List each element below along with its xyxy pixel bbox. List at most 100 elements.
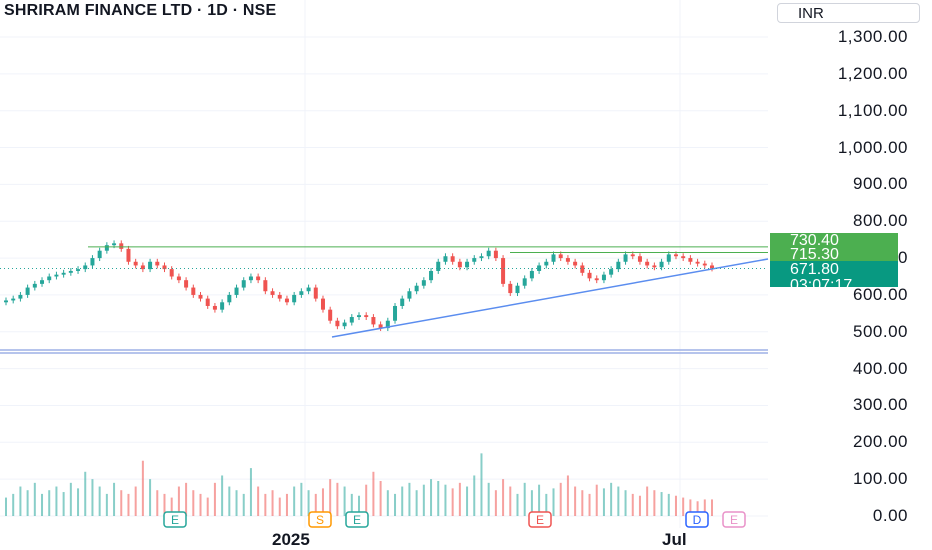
candle-body: [277, 294, 282, 299]
candle-body: [212, 305, 217, 310]
level-high-label: 730.40: [770, 233, 898, 249]
volume-bar: [307, 490, 310, 516]
candle-body: [220, 302, 225, 310]
volume-bar: [638, 495, 641, 516]
candle-body: [61, 272, 66, 275]
event-marker: E: [163, 511, 187, 528]
volume-bar: [516, 493, 519, 516]
candle-body: [508, 283, 513, 294]
volume-bar: [682, 497, 685, 516]
x-tick-jul: Jul: [662, 530, 687, 549]
volume-bar: [394, 493, 397, 516]
y-tick-label: 0.00: [872, 506, 908, 525]
y-tick-label: 200.00: [853, 432, 908, 452]
volume-bar: [610, 482, 613, 516]
candle-body: [443, 256, 448, 262]
drawing-overlays[interactable]: [0, 246, 769, 354]
support-trendline: [331, 258, 769, 338]
event-marker: D: [685, 511, 709, 528]
candle-body: [364, 315, 369, 318]
volume-bar: [134, 486, 137, 516]
candle-body: [400, 298, 405, 306]
volume-bar: [141, 460, 144, 516]
event-marker-label: D: [693, 513, 702, 527]
volume-bar: [26, 490, 29, 516]
candle-body: [652, 265, 657, 268]
candle-body: [609, 269, 614, 275]
y-tick-label: 1,300.00: [837, 27, 908, 46]
volume-bar: [617, 486, 620, 516]
current-price-value: 671.80: [790, 261, 839, 278]
candle-body: [486, 250, 491, 257]
candle-body: [537, 265, 542, 271]
x-tick-2025: 2025: [272, 530, 310, 549]
volume-bar: [703, 499, 706, 516]
volume-bar: [574, 486, 577, 516]
volume-bar: [120, 490, 123, 516]
volume-bar: [293, 486, 296, 516]
candle-body: [155, 261, 160, 266]
candle-body: [68, 270, 73, 273]
candle-body: [357, 315, 361, 318]
event-marker-label: E: [730, 513, 738, 527]
volume-bar: [473, 475, 476, 516]
candle-body: [18, 294, 23, 299]
volume-bar: [163, 493, 166, 516]
volume-bar: [336, 482, 339, 516]
candle-body: [472, 258, 477, 262]
candle-body: [529, 270, 534, 279]
volume-bar: [192, 490, 195, 516]
volume-bar: [199, 493, 202, 516]
volume-bar: [5, 497, 7, 516]
volume-bar: [177, 486, 180, 516]
candle-body: [313, 287, 318, 299]
candle-body: [320, 298, 325, 310]
event-marker-label: E: [536, 513, 544, 527]
candle-body: [248, 276, 253, 281]
y-tick-label: 900.00: [853, 174, 908, 194]
volume-bar: [127, 493, 130, 516]
candle-body: [544, 261, 549, 266]
y-tick-label: 1,100.00: [837, 100, 908, 120]
volume-bar: [62, 492, 65, 516]
y-tick-label: 600.00: [853, 284, 908, 304]
candle-body: [695, 261, 700, 264]
volume-bar: [257, 486, 260, 516]
candle-body: [479, 256, 484, 259]
event-marker: E: [722, 511, 746, 528]
candle-body: [465, 261, 470, 268]
candle-body: [645, 261, 650, 266]
candle-body: [515, 285, 520, 294]
volume-bar: [228, 486, 231, 516]
y-tick-label: 100.00: [853, 469, 908, 489]
candle-body: [558, 254, 563, 259]
volume-bar: [321, 488, 324, 516]
volume-bar: [401, 486, 404, 516]
candle-body: [292, 294, 297, 303]
y-tick-label: 500.00: [853, 321, 908, 341]
candle-body: [40, 280, 45, 284]
candle-body: [90, 258, 95, 266]
volume-bar: [523, 482, 526, 516]
volume-bar: [631, 493, 634, 516]
candle-body: [407, 291, 412, 299]
candle-body: [241, 280, 246, 288]
volume-bar: [156, 490, 159, 516]
candle-body: [393, 305, 398, 321]
candle-body: [637, 256, 642, 262]
candle-body: [227, 294, 232, 303]
event-marker: E: [528, 511, 552, 528]
candle-body: [710, 265, 714, 269]
volume-bar: [415, 490, 418, 516]
volume-bar: [711, 499, 713, 516]
candle-body: [673, 254, 678, 257]
volume-bar: [235, 490, 238, 516]
currency-selector[interactable]: INR: [777, 3, 920, 23]
volume-bar: [48, 490, 51, 516]
volume-bar: [502, 479, 505, 516]
volume-bar: [667, 493, 670, 516]
candle-body: [263, 280, 268, 292]
